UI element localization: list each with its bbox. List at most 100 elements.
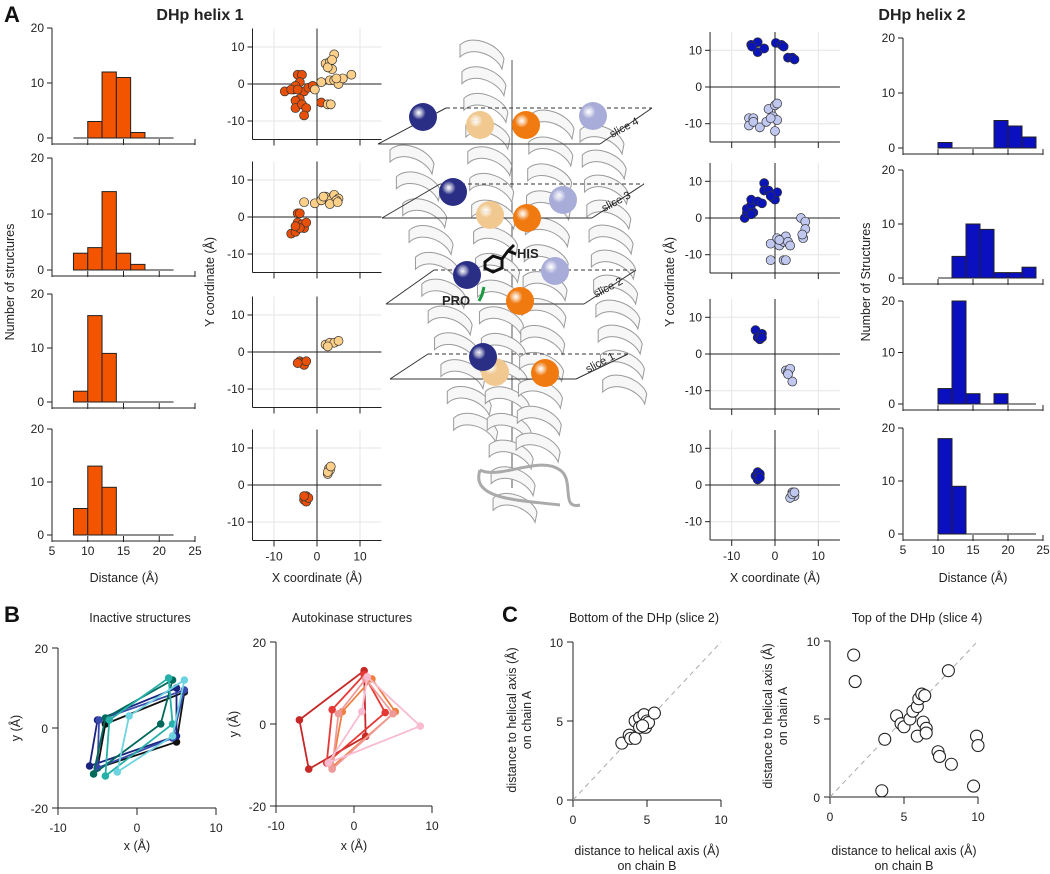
data-point xyxy=(322,62,333,73)
x-tick-label: 5 xyxy=(644,813,651,827)
histogram-bar xyxy=(951,485,967,535)
x-tick-label: -10 xyxy=(723,549,741,563)
b-inactive-ylabel: y (Å) xyxy=(8,715,23,741)
data-point xyxy=(325,99,336,110)
h2_scatter-row-2: -10 0 10 xyxy=(685,162,840,280)
helix-ribbon-segment xyxy=(602,374,648,406)
helix-ribbon-segment xyxy=(488,439,534,471)
helix-ribbon-segment xyxy=(584,174,630,206)
b-inactive-xlabel: x (Å) xyxy=(124,838,150,853)
y-tick-label: 20 xyxy=(31,287,45,301)
data-point xyxy=(346,69,357,80)
h1_scatter-row-3: -10 0 10 xyxy=(227,296,382,414)
x-tick-label: -10 xyxy=(267,819,285,833)
helix-ribbon-segment xyxy=(581,149,627,181)
data-point xyxy=(797,229,808,240)
y-tick-label: 10 xyxy=(231,173,245,187)
data-point xyxy=(848,675,862,689)
data-point xyxy=(778,41,789,52)
y-tick-label: 20 xyxy=(882,31,896,45)
histogram-bar xyxy=(937,142,953,149)
histogram-bar xyxy=(101,191,117,271)
data-point xyxy=(327,55,337,65)
vertex-point xyxy=(95,716,103,724)
y-tick-label: 0 xyxy=(695,478,702,492)
vertex-point xyxy=(334,709,343,718)
data-point xyxy=(932,749,947,763)
vertex-point xyxy=(328,765,336,773)
data-point xyxy=(875,784,889,798)
plane-left-edge xyxy=(389,353,429,380)
h1_hist-row-4: 0 10 20 5 10 15 20 25 xyxy=(31,422,202,558)
helix1-residue-sphere xyxy=(466,111,494,139)
y-tick-label: 10 xyxy=(882,86,896,100)
y-tick-label: 10 xyxy=(882,474,896,488)
data-point xyxy=(310,84,320,95)
h1_scatter-row-2: -10 0 10 xyxy=(227,161,382,279)
x-tick-label: 10 xyxy=(971,810,985,824)
panel-label-b: B xyxy=(4,602,20,627)
y-tick-label: 10 xyxy=(231,441,245,455)
y-tick-label: 10 xyxy=(882,346,896,360)
helix-ribbon-segment xyxy=(463,92,509,125)
y-tick-label: 10 xyxy=(31,207,45,221)
vertex-point xyxy=(328,705,336,714)
data-point xyxy=(759,43,770,54)
helix-ribbon-segment xyxy=(586,199,632,231)
x-tick-label: -10 xyxy=(49,821,67,835)
helix1-residue-sphere xyxy=(506,287,534,315)
histogram-bar xyxy=(72,508,89,536)
histogram-bar xyxy=(937,388,953,405)
x-tick-label: 25 xyxy=(1036,543,1050,557)
y-tick-label: 10 xyxy=(807,635,821,649)
pro-label: PRO xyxy=(442,293,470,308)
y-tick-label: -10 xyxy=(227,515,245,529)
histogram-bar xyxy=(115,77,132,139)
helix1-title: DHp helix 1 xyxy=(156,7,243,24)
helix2-residue-sphere xyxy=(549,186,577,214)
x-tick-label: 5 xyxy=(901,810,908,824)
x-tick-label: 0 xyxy=(351,819,358,833)
y-tick-label: 0 xyxy=(37,395,44,409)
helix-ribbon-segment xyxy=(597,324,643,356)
data-point xyxy=(746,209,757,220)
plane-left-edge xyxy=(385,269,435,305)
histogram-bar xyxy=(993,120,1009,149)
y-tick-label: 0 xyxy=(37,263,44,277)
c-slice4-ylabel-1: distance to helical axis (Å) xyxy=(760,643,775,788)
helix2-residue-sphere xyxy=(469,343,497,371)
y-tick-label: 20 xyxy=(253,636,267,650)
y-tick-label: 20 xyxy=(31,422,45,436)
y-tick-label: 20 xyxy=(31,151,45,165)
helix-ribbon-segment xyxy=(599,349,645,381)
h1-scatter-ylabel: Y coordinate (Å) xyxy=(202,237,217,327)
y-tick-label: 10 xyxy=(689,174,703,188)
his-label: HIS xyxy=(517,246,539,261)
histogram-bar xyxy=(101,486,117,536)
helix1-residue-sphere xyxy=(531,359,559,387)
vertex-point xyxy=(164,674,173,682)
h1_scatter-row-4: -10 0 10 -10 0 10 xyxy=(227,429,382,564)
data-point xyxy=(770,126,780,136)
helix-ribbon-segment xyxy=(588,224,634,256)
histogram-bar xyxy=(101,352,117,403)
data-point xyxy=(787,376,798,387)
y-tick-label: 0 xyxy=(888,527,895,541)
data-point xyxy=(847,648,861,662)
data-point xyxy=(325,461,336,472)
x-tick-label: 0 xyxy=(772,549,779,563)
b-autokinase-ylabel: y (Å) xyxy=(226,711,241,737)
y-tick-label: 0 xyxy=(259,718,266,732)
data-point xyxy=(774,235,785,245)
x-tick-label: 20 xyxy=(1001,543,1015,557)
b-autokinase-title: Autokinase structures xyxy=(292,611,412,625)
x-tick-label: 10 xyxy=(812,549,826,563)
plane-right-edge xyxy=(599,107,653,145)
data-point xyxy=(967,779,981,793)
c-slice2-ylabel-1: distance to helical axis (Å) xyxy=(504,647,519,792)
helix-ribbon-segment xyxy=(389,144,435,176)
y-tick-label: 0 xyxy=(238,77,245,91)
y-tick-label: 5 xyxy=(556,715,563,729)
x-tick-label: 0 xyxy=(134,821,141,835)
